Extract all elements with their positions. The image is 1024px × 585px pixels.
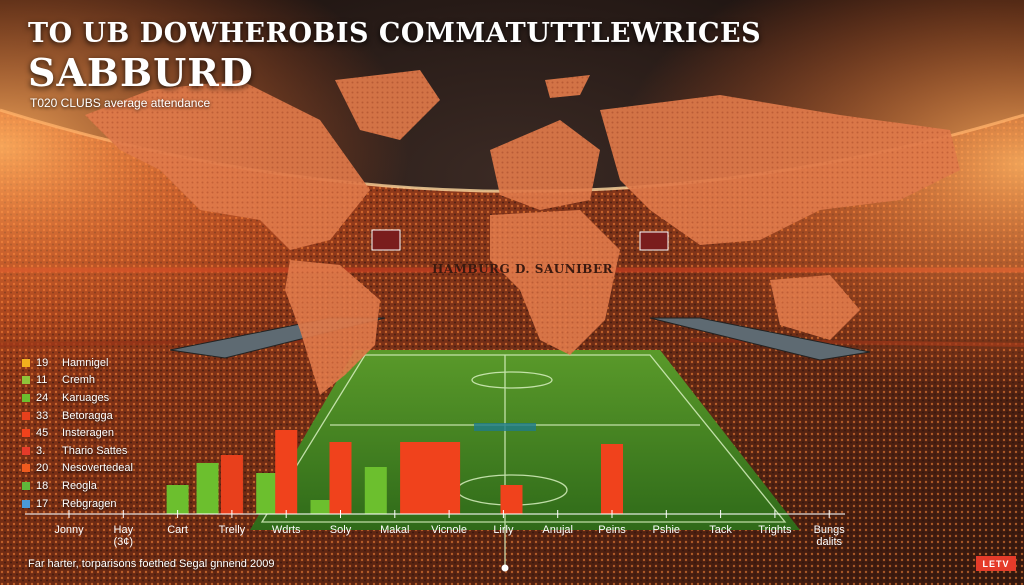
legend-swatch [22,376,30,385]
legend-number: 19 [36,356,49,369]
legend-item: 19 Hamnigel [22,354,133,372]
bar [329,442,352,514]
legend-swatch [22,464,30,473]
bar [166,485,189,514]
bar [601,444,623,514]
bar [500,485,523,514]
legend-label: Betoragga [62,409,113,422]
broadcaster-logo: LETV [976,556,1016,571]
legend-label: Reogla [62,479,97,492]
legend-item: 11 Cremh [22,372,133,390]
x-tick-label: Tack [709,524,732,536]
legend-number: 18 [36,479,49,492]
x-tick-label: Trights [758,524,792,536]
legend-label: Rebgragen [62,497,117,510]
legend-label: Cremh [62,374,96,387]
legend-item: 17 Rebgragen [22,495,133,513]
footnote: Far harter, torparisons foethed Segal gn… [28,558,275,570]
bar [256,473,279,514]
x-tick-label: Jonny [54,524,84,536]
legend-label: Thario Sattes [62,444,128,457]
legend-label: Nesovertedeal [62,462,133,475]
legend-swatch [22,411,30,420]
legend: 19 Hamnigel 11 Cremh 24 Karuages 33 Betoragga 45… [22,354,133,512]
bar [400,442,423,514]
legend-swatch [22,358,30,367]
legend-swatch [22,481,30,490]
legend-item: 24 Karuages [22,389,133,407]
bar [275,430,298,514]
x-tick-label: Vicnole [431,524,467,536]
x-tick-label: Pshie [653,524,681,536]
legend-number: 17 [36,497,49,510]
legend-swatch [22,393,30,402]
legend-swatch [22,499,30,508]
x-tick-label: Hay (3¢) [114,524,134,548]
legend-swatch [22,446,30,455]
x-tick-label: Trelly [219,524,246,536]
legend-number: 11 [36,374,48,387]
legend-item: 45 Insteragen [22,424,133,442]
x-tick-label: Makal [380,524,409,536]
x-tick-label: Anujal [542,524,573,536]
chart-title: TO UB DOWHEROBIS COMMATUTTLEWRICES [28,18,762,49]
bar [364,467,387,514]
stadium-banner: HAMBURG D. SAUNIBER [432,262,614,276]
chart-bars [166,430,623,514]
x-tick-label: Lirly [493,524,514,536]
legend-number: 20 [36,462,49,475]
legend-item: 18 Reogla [22,477,133,495]
legend-swatch [22,429,30,438]
axis-marker [501,564,509,572]
chart-title-line2: SABBURD [28,50,254,95]
legend-label: Insteragen [62,427,114,440]
legend-item: 20 Nesovertedeal [22,460,133,478]
x-tick-label: Bungs dalits [814,524,846,548]
legend-item: 33 Betoragga [22,407,133,425]
bar [220,455,243,514]
x-tick-label: Soly [330,524,352,536]
legend-item: 3. Thario Sattes [22,442,133,460]
x-axis-labels: Jonny Hay (3¢) Cart Trelly Wdrts Soly Makal Vicn… [54,524,845,548]
bar [310,500,333,514]
bar [196,463,219,514]
x-tick-label: Cart [167,524,188,536]
legend-label: Hamnigel [62,356,109,369]
x-tick-label: Wdrts [272,524,301,536]
legend-number: 24 [36,391,49,404]
legend-number: 3. [36,444,46,457]
bar [419,442,442,514]
legend-number: 45 [36,427,49,440]
chart-subtitle: T020 CLUBS average attendance [30,96,211,110]
x-tick-label: Peins [598,524,626,536]
bar [438,442,461,514]
legend-label: Karuages [62,391,110,404]
legend-number: 33 [36,409,49,422]
